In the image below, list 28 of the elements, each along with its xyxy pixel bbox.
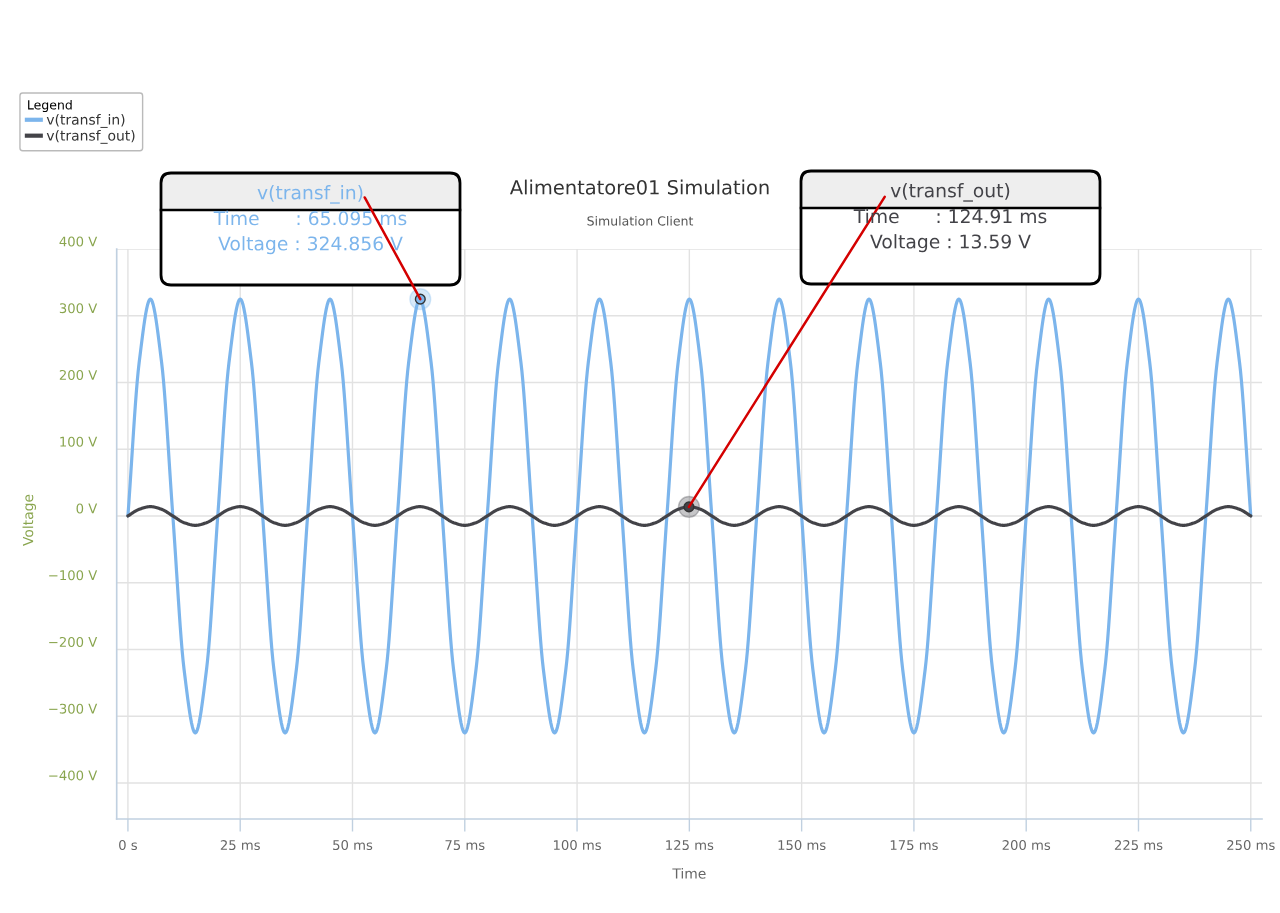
y-tick-label: 300 V <box>59 303 98 314</box>
x-tick-label: 75 ms <box>445 840 485 851</box>
chart-subtitle: Simulation Client <box>587 215 694 226</box>
legend-title: Legend <box>28 99 72 112</box>
y-tick-label: −300 V <box>49 703 98 714</box>
y-tick-label: 200 V <box>59 369 98 380</box>
x-tick-label: 150 ms <box>778 840 826 851</box>
y-tick-label: −200 V <box>49 636 98 647</box>
y-tick-label: 0 V <box>76 503 98 514</box>
x-tick-label: 125 ms <box>666 840 714 851</box>
y-tick-label: −400 V <box>49 770 98 781</box>
x-tick-label: 50 ms <box>333 840 373 851</box>
legend-label: v(transf_out) <box>46 129 135 144</box>
y-tick-label: −100 V <box>49 570 98 581</box>
x-tick-label: 175 ms <box>890 840 938 851</box>
chart-title: Alimentatore01 Simulation <box>509 179 769 195</box>
x-tick-label: 200 ms <box>1002 840 1051 851</box>
annotation: v(transf_in) Time : 65.095 ms Voltage : 324.856 V <box>213 185 407 255</box>
x-tick-label: 0 s <box>119 840 138 851</box>
y-tick-label: 100 V <box>60 436 98 447</box>
x-tick-label: 250 ms <box>1227 840 1275 851</box>
x-tick-label: 25 ms <box>220 840 260 851</box>
y-tick-label: 400 V <box>59 236 98 247</box>
x-axis-title: Time <box>672 868 706 879</box>
y-axis-title: Voltage <box>22 494 36 546</box>
x-tick-label: 225 ms <box>1114 840 1163 851</box>
legend-label: v(transf_in) <box>46 114 125 128</box>
x-tick-label: 100 ms <box>553 840 601 851</box>
